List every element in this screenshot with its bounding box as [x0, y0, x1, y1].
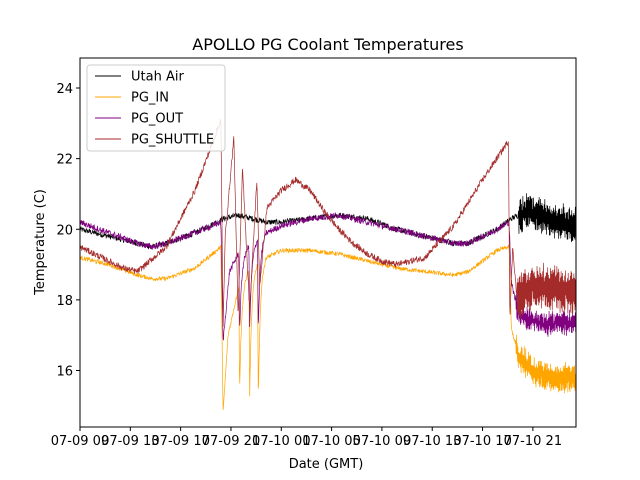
- x-tick-label: 07-10 05: [302, 434, 360, 449]
- legend-box: [86, 64, 226, 152]
- y-axis-label: Temperature (C): [33, 189, 48, 296]
- y-tick-label: 24: [56, 82, 73, 97]
- series-line-pg-in: [80, 243, 576, 410]
- plot-area: [80, 118, 576, 410]
- y-tick-label: 16: [56, 365, 73, 380]
- x-axis-label: Date (GMT): [289, 457, 364, 472]
- legend-label: Utah Air: [131, 70, 184, 85]
- series-line-pg-out: [80, 212, 576, 341]
- x-tick-label: 07-10 21: [504, 434, 562, 449]
- legend: Utah Air PG_IN PG_OUT PG_SHUTTLE: [86, 64, 226, 152]
- y-axis: 16 18 20 22 24: [56, 82, 80, 380]
- y-tick-label: 18: [56, 294, 73, 309]
- series-line-pg-shuttle: [80, 118, 576, 327]
- x-tick-label: 07-09 21: [202, 434, 260, 449]
- legend-label: PG_IN: [131, 91, 169, 106]
- y-tick-label: 20: [56, 223, 73, 238]
- x-tick-label: 07-10 13: [403, 434, 461, 449]
- x-tick-label: 07-09 09: [51, 434, 109, 449]
- x-tick-label: 07-09 13: [101, 434, 159, 449]
- x-tick-label: 07-09 17: [151, 434, 209, 449]
- x-tick-label: 07-10 17: [453, 434, 511, 449]
- x-tick-label: 07-10 01: [252, 434, 310, 449]
- x-tick-label: 07-10 09: [353, 434, 411, 449]
- y-tick-label: 22: [56, 153, 73, 168]
- axes-frame: [79, 57, 577, 428]
- legend-label: PG_SHUTTLE: [131, 133, 214, 148]
- legend-label: PG_OUT: [131, 112, 183, 127]
- chart-title: APOLLO PG Coolant Temperatures: [192, 35, 463, 54]
